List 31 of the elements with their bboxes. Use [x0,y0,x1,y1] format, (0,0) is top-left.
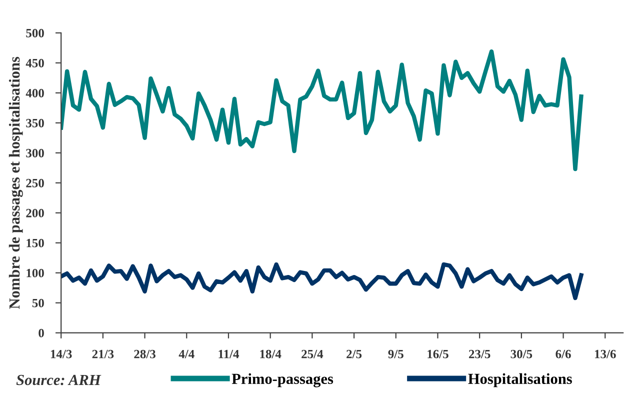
x-tick-label: 23/5 [468,350,490,358]
y-tick-label: 50 [32,298,44,308]
line-series [61,262,584,300]
y-tick-label: 250 [26,178,44,188]
x-tick-label: 2/5 [346,350,362,358]
x-tick-label: 25/4 [302,350,324,358]
x-tick-label: 6/6 [556,350,571,358]
x-tick-label: 11/4 [218,350,240,358]
line-series [61,49,584,172]
legend-label: Primo-passages [232,373,334,388]
y-tick-label: 0 [38,328,44,338]
y-tick-label: 350 [26,118,44,128]
y-axis-title: Nombre de passages et hospitalisations [8,56,23,309]
legend-label: Hospitalisations [468,373,572,388]
y-tick-label: 400 [26,88,44,98]
y-tick-label: 150 [26,238,44,248]
x-tick-label: 13/6 [595,350,616,358]
x-tick-label: 4/4 [178,350,194,358]
y-tick-label: 200 [26,208,44,218]
x-tick-label: 16/5 [428,350,448,358]
y-tick-label: 450 [26,58,44,68]
y-tick-label: 500 [26,28,44,38]
x-tick-label: 21/3 [92,350,114,358]
x-tick-label: 30/5 [510,350,532,358]
x-tick-label: 18/4 [260,350,282,358]
x-tick-label: 9/5 [388,350,404,358]
x-tick-label: 14/3 [50,350,72,358]
source-note: Source: ARH [16,374,102,386]
y-tick-label: 100 [26,268,44,278]
x-tick-label: 28/3 [134,350,156,358]
y-tick-label: 300 [26,148,44,158]
